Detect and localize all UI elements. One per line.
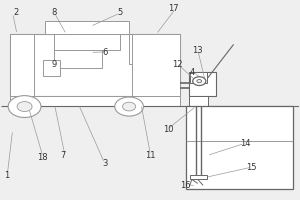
Text: 2: 2 xyxy=(13,8,18,17)
Bar xyxy=(189,96,208,106)
Bar xyxy=(10,96,180,106)
Text: 17: 17 xyxy=(169,4,179,13)
Bar xyxy=(10,34,34,96)
Circle shape xyxy=(122,102,136,111)
Bar xyxy=(186,106,293,189)
Circle shape xyxy=(197,80,202,83)
Text: 1: 1 xyxy=(4,171,9,180)
Bar xyxy=(43,60,60,76)
Bar xyxy=(189,72,216,96)
Text: 11: 11 xyxy=(145,151,155,160)
Circle shape xyxy=(8,96,41,117)
Text: 9: 9 xyxy=(52,60,57,69)
Text: 5: 5 xyxy=(118,8,123,17)
Bar xyxy=(46,21,129,34)
Bar xyxy=(190,72,207,83)
Text: 18: 18 xyxy=(37,153,48,162)
Bar xyxy=(129,34,159,64)
Text: 16: 16 xyxy=(181,181,191,190)
Text: 3: 3 xyxy=(103,159,108,168)
Text: 15: 15 xyxy=(246,163,257,172)
Circle shape xyxy=(17,102,32,112)
Text: 6: 6 xyxy=(103,48,108,57)
Text: 7: 7 xyxy=(61,151,66,160)
Text: 4: 4 xyxy=(189,68,194,77)
Text: 8: 8 xyxy=(52,8,57,17)
Bar xyxy=(132,34,180,96)
Bar xyxy=(190,175,207,179)
Circle shape xyxy=(115,97,143,116)
Bar xyxy=(54,50,102,68)
Bar xyxy=(10,34,180,96)
Text: 10: 10 xyxy=(163,125,173,134)
Text: 14: 14 xyxy=(240,139,251,148)
Text: 13: 13 xyxy=(193,46,203,55)
Text: 12: 12 xyxy=(172,60,182,69)
Bar xyxy=(54,34,120,50)
Circle shape xyxy=(193,77,206,86)
